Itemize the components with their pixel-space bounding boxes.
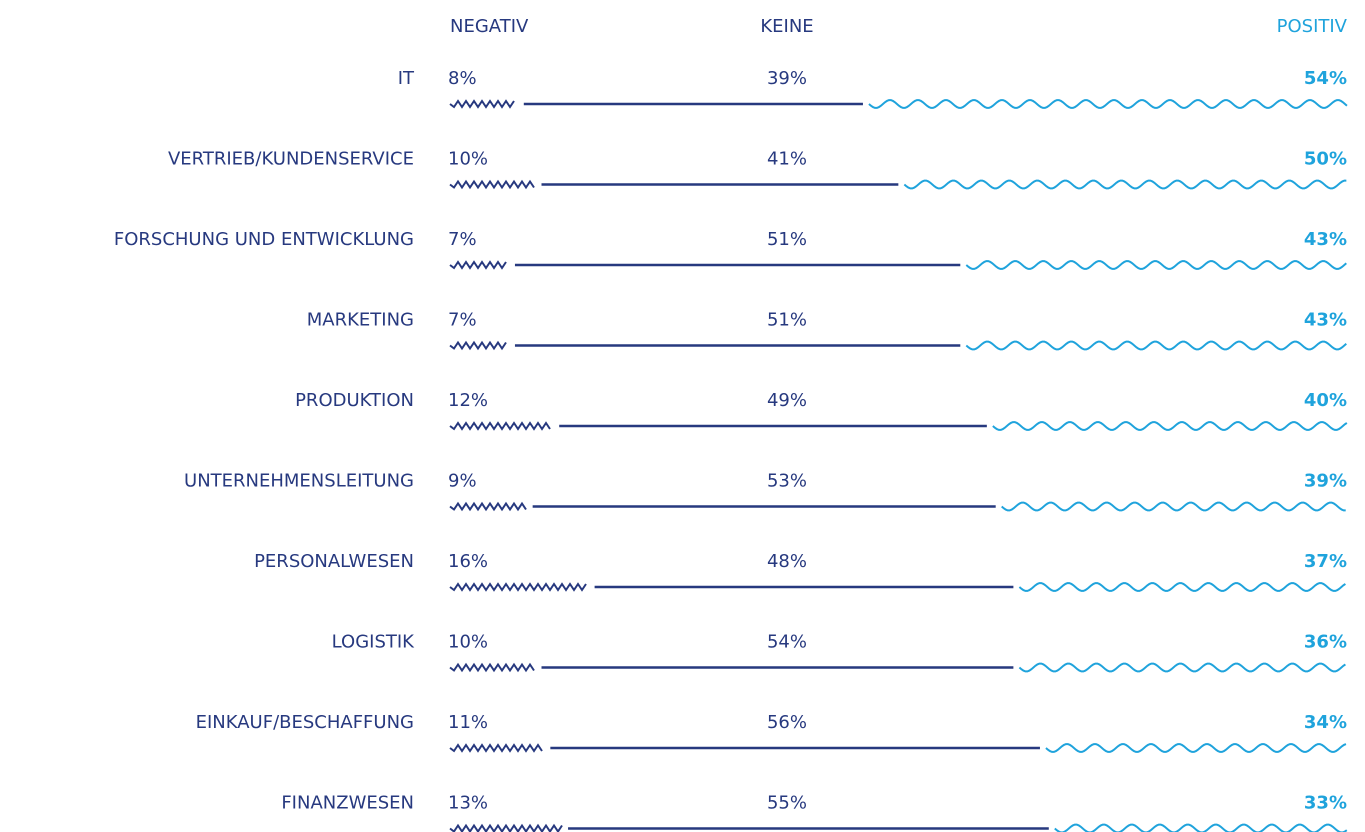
bar-segment [449,582,587,592]
bar-segment [1018,582,1346,592]
series-header: POSITIV [1277,16,1348,37]
bar-segment [1054,823,1348,832]
value-label: 49% [767,390,807,411]
value-label: 53% [767,471,807,492]
series-header: KEINE [760,16,813,37]
bar-segment [449,501,527,512]
value-label: 12% [448,390,488,411]
value-label: 55% [767,793,807,814]
category-label: IT [398,68,415,89]
category-label: MARKETING [307,310,414,331]
value-label: 51% [767,310,807,331]
value-label: 33% [1304,793,1347,814]
value-label: 36% [1304,632,1347,653]
category-label: FORSCHUNG UND ENTWICKLUNG [114,229,414,250]
bar-segment [449,662,535,673]
category-label: EINKAUF/BESCHAFFUNG [196,712,414,733]
value-label: 41% [767,149,807,170]
bar-segment [992,421,1348,431]
bar-segment [868,99,1348,109]
category-label: PRODUKTION [295,390,414,411]
bar-segment [449,260,507,270]
bar-segment [903,179,1347,190]
bar-segment [449,179,535,190]
bar-segment [449,340,507,351]
bar-segment [449,823,563,832]
value-label: 34% [1304,712,1347,733]
bar-segment [965,260,1347,270]
series-header: NEGATIV [450,16,529,37]
value-label: 7% [448,229,477,250]
category-label: PERSONALWESEN [254,551,414,572]
value-label: 39% [767,68,807,89]
category-label: VERTRIEB/KUNDENSERVICE [168,149,414,170]
value-label: 9% [448,471,477,492]
value-label: 54% [767,632,807,653]
value-label: 51% [767,229,807,250]
bar-segment [1045,743,1347,753]
value-label: 11% [448,712,488,733]
value-label: 43% [1304,310,1347,331]
value-label: 56% [767,712,807,733]
bar-segment [449,99,515,109]
value-label: 13% [448,793,488,814]
value-label: 43% [1304,229,1347,250]
value-label: 10% [448,632,488,653]
bar-segment [1001,501,1346,512]
category-label: LOGISTIK [332,632,416,653]
bar-segment [449,743,543,753]
value-label: 16% [448,551,488,572]
value-label: 37% [1304,551,1347,572]
bar-segment [1018,662,1346,673]
value-label: 10% [448,149,488,170]
value-label: 7% [448,310,477,331]
category-label: FINANZWESEN [281,793,414,814]
value-label: 40% [1304,390,1347,411]
bar-segment [449,421,551,431]
value-label: 39% [1304,471,1347,492]
value-label: 54% [1304,68,1347,89]
category-label: UNTERNEHMENSLEITUNG [184,471,414,492]
bar-segment [965,340,1347,351]
value-label: 48% [767,551,807,572]
value-label: 50% [1304,149,1347,170]
value-label: 8% [448,68,477,89]
